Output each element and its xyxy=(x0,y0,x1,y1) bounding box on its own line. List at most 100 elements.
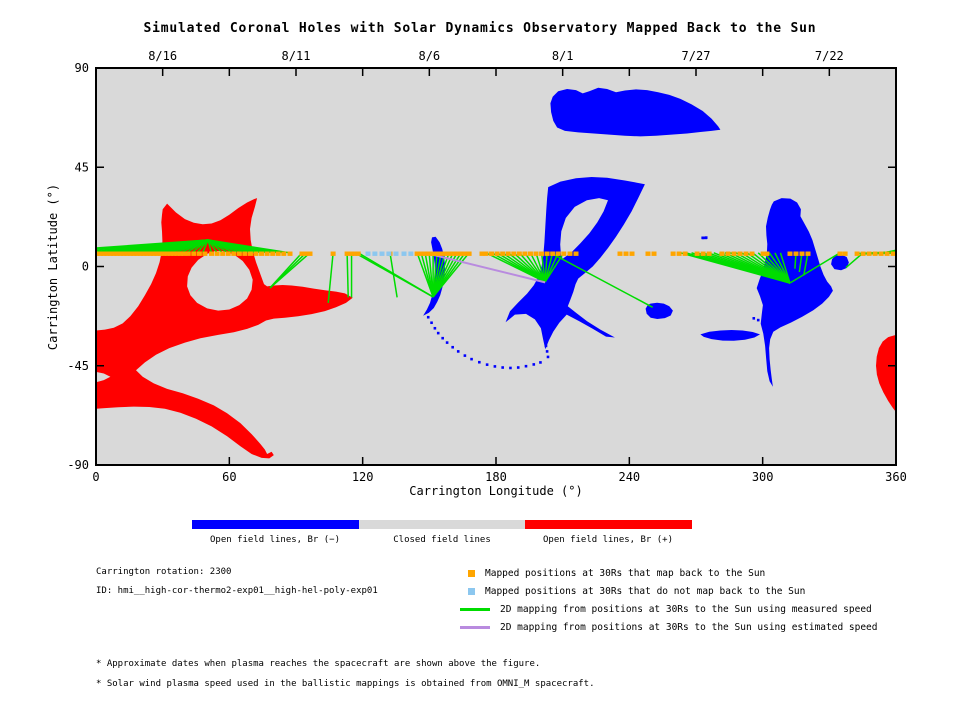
colorbar-label-closed: Closed field lines xyxy=(393,535,491,545)
mapped-position-square xyxy=(719,251,725,256)
mapped-position-square xyxy=(799,251,805,256)
mapped-position-square xyxy=(694,251,700,256)
mapped-position-square xyxy=(567,251,573,256)
mapped-position-square xyxy=(787,251,793,256)
footnote-omni: * Solar wind plasma speed used in the ba… xyxy=(96,679,595,689)
mapped-position-square xyxy=(414,251,420,256)
mapped-position-square xyxy=(539,251,545,256)
mapped-position-square xyxy=(522,251,528,256)
mapped-position-square xyxy=(154,251,160,256)
mapped-position-square xyxy=(287,251,293,256)
region-positive-large-coronal-hole-west xyxy=(96,198,353,459)
dot-negative xyxy=(704,236,708,239)
dot-negative xyxy=(767,327,770,330)
colorbar-label-open-positive: Open field lines, Br (+) xyxy=(542,535,674,545)
mapped-position-square xyxy=(466,251,472,256)
colorbar-segment-closed xyxy=(358,520,526,529)
mapped-position-square xyxy=(555,251,561,256)
mapped-position-square xyxy=(764,251,770,256)
mapped-position-square xyxy=(878,251,884,256)
legend-label-mapped: Mapped positions at 30Rs that map back t… xyxy=(485,567,766,579)
dot-negative xyxy=(765,321,769,325)
dot-negative xyxy=(701,236,704,240)
legend-item-measured: 2D mapping from positions at 30Rs to the… xyxy=(460,603,872,615)
mapped-position-square xyxy=(231,251,237,256)
mapped-position-square xyxy=(446,251,452,256)
estimated-line-icon xyxy=(460,625,490,629)
x-tick-label: 0 xyxy=(92,470,99,484)
mapped-position-square xyxy=(700,251,706,256)
carrington-rotation-text: Carrington rotation: 2300 xyxy=(96,567,232,577)
plot-content xyxy=(96,87,896,459)
dot-negative xyxy=(436,331,440,335)
legend-label-estimated: 2D mapping from positions at 30Rs to the… xyxy=(500,621,878,633)
mapped-position-square xyxy=(167,251,173,256)
region-negative-seahorse-east xyxy=(756,198,833,387)
colorbar-segment-open-negative xyxy=(192,520,359,529)
mapped-position-square xyxy=(161,251,167,256)
mapped-position-square xyxy=(131,251,137,256)
x-axis-label: Carrington Longitude (°) xyxy=(409,484,583,498)
dot-negative xyxy=(463,354,467,357)
mapped-position-square xyxy=(645,251,651,256)
mapped-position-square xyxy=(573,251,579,256)
mapped-position-square xyxy=(837,251,843,256)
mapped-position-square xyxy=(651,251,657,256)
mapped-position-square xyxy=(489,251,495,256)
region-negative-southern-sliver xyxy=(700,330,760,341)
mapped-position-square xyxy=(352,251,358,256)
field-line-colorbar xyxy=(192,520,693,529)
legend-label-unmapped: Mapped positions at 30Rs that do not map… xyxy=(485,585,806,597)
dot-negative xyxy=(756,318,760,322)
x-tick-label: 240 xyxy=(618,470,640,484)
mapped-position-square xyxy=(191,251,197,256)
mapped-position-square xyxy=(500,251,506,256)
dot-negative xyxy=(763,328,766,331)
mapped-position-square xyxy=(247,251,253,256)
mapped-position-square xyxy=(141,251,147,256)
mapped-position-square xyxy=(214,251,220,256)
mapped-position-square xyxy=(430,251,436,256)
mapped-position-square xyxy=(121,251,127,256)
mapped-position-square xyxy=(157,251,163,256)
mapped-position-square xyxy=(107,251,113,256)
mapped-position-square xyxy=(127,251,133,256)
x-tick-label: 120 xyxy=(352,470,374,484)
mapped-position-square xyxy=(442,251,448,256)
mapped-position-square xyxy=(111,251,117,256)
mapped-position-square xyxy=(147,251,153,256)
mapped-position-square xyxy=(355,251,361,256)
x-tick-label: 60 xyxy=(222,470,236,484)
mapped-position-square xyxy=(330,251,336,256)
mapped-position-square xyxy=(174,251,180,256)
dot-negative xyxy=(441,336,444,340)
mapped-position-square xyxy=(275,251,281,256)
dot-negative xyxy=(544,344,548,348)
mapped-square-icon xyxy=(468,569,475,577)
mapped-position-square xyxy=(749,251,755,256)
mapped-position-square xyxy=(117,251,123,256)
mapped-position-square xyxy=(196,251,202,256)
mapped-position-square xyxy=(270,251,276,256)
unmapped-position-square xyxy=(365,251,371,256)
date-label: 8/16 xyxy=(148,49,177,63)
mapped-position-square xyxy=(349,251,355,256)
y-tick-label: 90 xyxy=(75,61,89,75)
mapped-position-square xyxy=(805,251,811,256)
y-tick-label: 45 xyxy=(75,160,89,174)
mapped-position-square xyxy=(842,251,848,256)
colorbar-label-open-negative: Open field lines, Br (−) xyxy=(209,535,341,545)
mapped-position-square xyxy=(97,251,103,256)
x-tick-label: 360 xyxy=(885,470,907,484)
dot-negative xyxy=(524,364,528,368)
mapped-position-square xyxy=(426,251,432,256)
mapped-position-square xyxy=(866,251,872,256)
legend-label-measured: 2D mapping from positions at 30Rs to the… xyxy=(500,603,872,615)
mapped-position-square xyxy=(422,251,428,256)
mapped-position-square xyxy=(137,251,143,256)
dot-negative xyxy=(509,366,512,370)
mapped-position-square xyxy=(299,251,305,256)
mapped-position-square xyxy=(438,251,444,256)
